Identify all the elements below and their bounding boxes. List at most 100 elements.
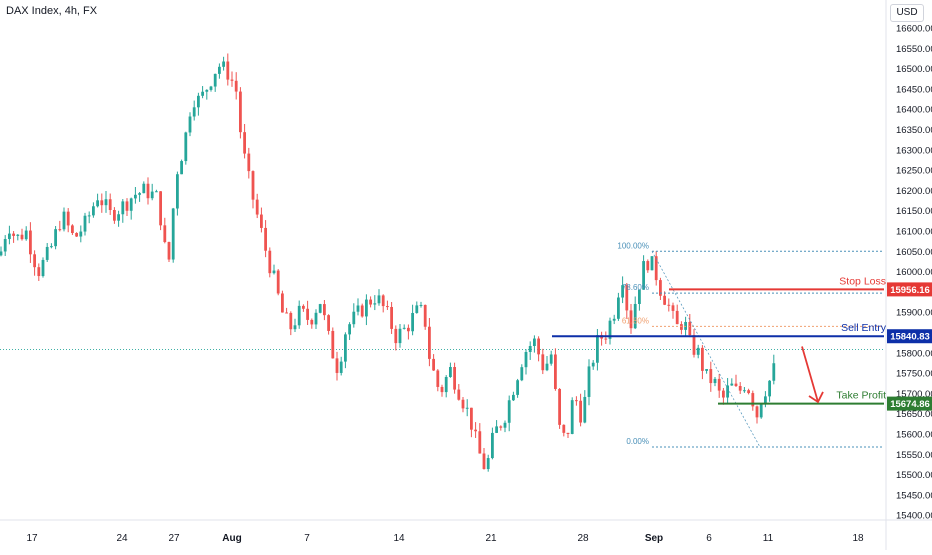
candle-body [377,295,381,304]
y-tick-label: 16300.00 [896,145,932,156]
candle-body [66,211,70,226]
x-tick-label: 7 [304,533,310,544]
level-price-tag [887,329,932,344]
candle-body [310,319,314,325]
candle-body [419,304,423,306]
fib-level-label: 78.60% [622,283,649,292]
candle-body [402,327,406,329]
candle-body [260,214,263,228]
candle-body [730,383,734,386]
candle-body [705,369,708,371]
candle-body [390,306,393,329]
candle-body [176,174,179,209]
candle-body [495,426,498,433]
fib-trend-line [651,251,761,448]
candle-body [717,378,721,391]
currency-button[interactable]: USD [890,4,924,22]
candle-body [709,369,713,384]
candle-body [234,80,238,92]
candle-body [570,400,574,434]
candle-body [512,394,515,401]
candle-body [92,206,95,216]
candle-body [201,91,204,96]
y-tick-label: 16200.00 [896,186,932,197]
candle-body [184,132,188,162]
x-tick-label: 6 [706,533,712,544]
candle-body [751,393,755,407]
candle-body [671,305,675,311]
candle-body [457,389,461,400]
candle-body [331,330,335,359]
candle-body [167,242,171,260]
candle-body [701,347,704,371]
candle-body [226,61,230,80]
candle-body [738,386,742,391]
candle-body [218,66,221,74]
candle-body [675,310,679,325]
candle-body [192,107,196,117]
chart-title: DAX Index, 4h, FX [6,5,98,17]
candle-body [255,199,259,215]
candle-body [407,327,410,332]
candle-body [16,234,20,236]
candle-body [129,198,133,211]
candle-body [247,153,251,172]
candle-body [650,256,654,271]
candle-body [117,214,120,221]
candle-body [297,305,301,326]
y-tick-label: 15550.00 [896,450,932,461]
target-arrow-shaft [801,346,819,403]
candle-body [415,305,419,313]
candle-body [50,246,53,248]
candle-body [188,116,192,133]
candle-body [520,367,524,381]
candle-body [759,404,763,418]
candle-body [482,453,486,470]
x-tick-label: 11 [763,533,774,544]
candle-body [449,367,452,378]
candle-body [365,299,368,317]
candle-body [121,201,125,215]
candle-body [138,193,141,195]
x-tick-label: 21 [485,533,497,544]
candle-body [314,312,318,325]
candle-body [134,194,137,199]
candle-body [205,89,209,92]
candle-body [0,251,3,256]
candle-body [591,362,595,367]
candle-body [755,406,759,418]
level-price-label: 15956.16 [890,285,930,296]
candle-body [533,338,536,346]
candle-body [747,390,750,394]
candle-body [608,320,612,339]
candle-body [142,183,146,194]
candle-body [587,366,591,397]
candle-body [470,407,473,430]
candle-body [575,400,578,402]
candle-body [24,230,28,240]
candle-body [491,432,494,459]
candle-body [440,386,444,393]
y-tick-label: 15600.00 [896,430,932,441]
candle-body [163,225,167,243]
y-tick-label: 16350.00 [896,125,932,136]
candle-body [768,380,771,397]
candle-body [75,233,78,237]
candle-body [596,335,599,363]
candle-body [8,233,11,240]
candle-body [54,229,57,247]
y-tick-label: 16150.00 [896,206,932,217]
candle-body [79,231,83,237]
x-tick-label: 27 [168,533,180,544]
y-tick-label: 16250.00 [896,166,932,177]
candle-body [432,358,435,371]
y-tick-label: 16550.00 [896,44,932,55]
candle-body [155,191,158,193]
candle-body [583,396,587,423]
candle-body [3,239,7,252]
candle-body [654,256,658,281]
x-tick-label: 24 [116,533,128,544]
candle-body [209,86,213,90]
